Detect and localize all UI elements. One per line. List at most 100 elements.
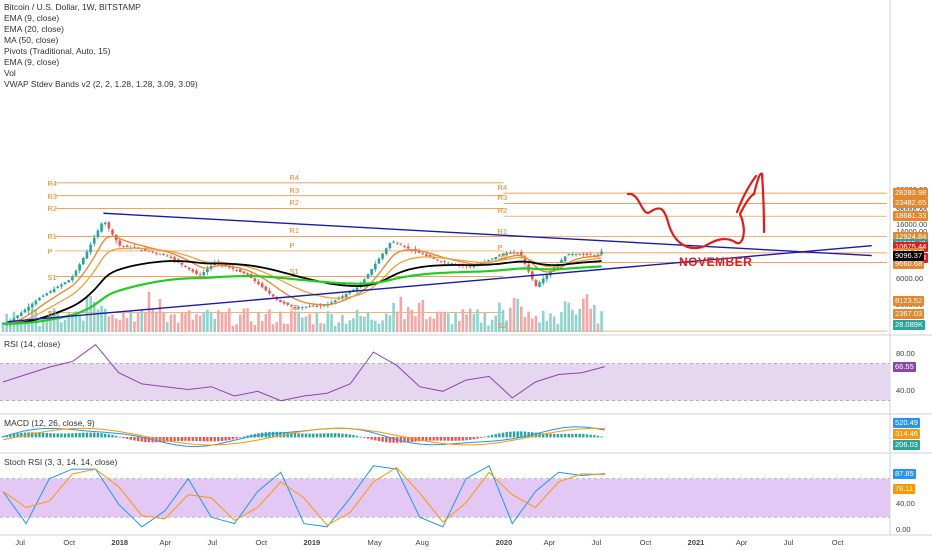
volume-bar xyxy=(468,308,472,332)
macd-histogram-bar xyxy=(498,433,501,438)
candle-body xyxy=(520,251,523,257)
macd-pane-label[interactable]: MACD (12, 26, close, 9) xyxy=(4,418,95,428)
macd-value-tag: 206.03 xyxy=(893,440,920,450)
volume-bar xyxy=(333,325,337,332)
rsi-tick: 40.00 xyxy=(896,386,915,396)
macd-histogram-bar xyxy=(512,431,516,438)
volume-bar xyxy=(180,311,184,332)
candle-body xyxy=(585,253,589,255)
volume-bar xyxy=(198,315,202,332)
volume-bar xyxy=(275,322,279,332)
candle-body xyxy=(516,252,519,254)
candle-body xyxy=(494,257,498,259)
volume-bar xyxy=(545,320,549,332)
time-tick: Oct xyxy=(63,538,76,547)
pivot-label-mid: R1 xyxy=(289,226,300,236)
candle-body xyxy=(52,288,56,293)
macd-histogram-bar xyxy=(542,433,545,438)
time-tick: Apr xyxy=(159,538,172,547)
volume-bar xyxy=(202,312,206,332)
candle-body xyxy=(333,300,337,303)
candle-body xyxy=(30,303,34,308)
volume-bar xyxy=(144,312,147,332)
volume-bar xyxy=(319,323,322,332)
legend-volume[interactable]: Vol xyxy=(4,68,16,78)
macd-histogram-bar xyxy=(63,433,67,438)
macd-histogram-bar xyxy=(286,432,289,438)
volume-bar xyxy=(122,311,125,332)
macd-histogram-bar xyxy=(410,437,413,442)
hand-drawn-projection xyxy=(626,172,766,250)
pivot-label-current: P xyxy=(497,242,503,252)
volume-bar xyxy=(530,318,534,332)
trendline-ascending xyxy=(7,244,872,323)
candle-body xyxy=(439,261,443,263)
volume-bar xyxy=(103,308,107,332)
candle-body xyxy=(41,295,45,297)
macd-histogram-bar xyxy=(45,432,48,438)
candle-body xyxy=(593,255,596,257)
candle-body xyxy=(78,264,81,271)
macd-histogram-bar xyxy=(242,436,246,438)
candle-body xyxy=(304,306,308,308)
candle-body xyxy=(381,253,384,259)
stoch-pane-label[interactable]: Stoch RSI (3, 3, 14, 14, close) xyxy=(4,457,118,467)
macd-histogram-bar xyxy=(552,433,556,438)
macd-histogram-bar xyxy=(60,433,63,438)
legend-vwap-bands[interactable]: VWAP Stdev Bands v2 (2, 2, 1.28, 1.28, 3… xyxy=(4,79,198,89)
macd-histogram-bar xyxy=(439,437,443,441)
pivot-label-mid: R4 xyxy=(289,172,300,182)
volume-bar xyxy=(96,309,100,332)
candle-body xyxy=(191,269,195,272)
legend-ma50[interactable]: MA (50, close) xyxy=(4,35,59,45)
volume-bar xyxy=(56,312,60,332)
volume-bar xyxy=(574,314,578,332)
macd-histogram-bar xyxy=(501,432,505,438)
pivot-label-current: R3 xyxy=(497,193,508,203)
stoch-band xyxy=(0,478,890,518)
volume-bar xyxy=(465,314,468,332)
volume-bar xyxy=(381,320,384,332)
candle-body xyxy=(596,254,600,256)
macd-histogram-bar xyxy=(96,432,100,438)
candle-body xyxy=(341,296,344,299)
macd-histogram-bar xyxy=(166,437,169,442)
volume-bar xyxy=(23,321,27,332)
macd-histogram-bar xyxy=(129,437,132,440)
volume-bar xyxy=(439,312,443,332)
candle-body xyxy=(282,301,286,304)
volume-bar xyxy=(100,305,103,332)
candle-body xyxy=(509,253,512,254)
candle-body xyxy=(165,255,169,257)
legend-ema20[interactable]: EMA (20, close) xyxy=(4,24,64,34)
volume-bar xyxy=(322,323,326,332)
candle-body xyxy=(125,245,129,247)
volume-bar xyxy=(125,317,129,332)
volume-bar xyxy=(217,310,220,332)
pivot-label-mid: P xyxy=(289,240,295,250)
candle-body xyxy=(38,297,41,301)
volume-bar xyxy=(384,313,388,332)
macd-histogram-bar xyxy=(114,435,118,438)
macd-histogram-bar xyxy=(224,437,227,441)
volume-bar xyxy=(19,319,23,332)
time-tick: Jul xyxy=(207,538,218,547)
legend-ema9-second[interactable]: EMA (9, close) xyxy=(4,57,60,67)
macd-histogram-bar xyxy=(217,437,220,442)
volume-bar xyxy=(421,299,425,332)
legend-ema9[interactable]: EMA (9, close) xyxy=(4,13,60,23)
volume-bar xyxy=(238,314,242,332)
legend-symbol-title: Bitcoin / U.S. Dollar, 1W, BITSTAMP xyxy=(4,2,141,12)
legend-pivots[interactable]: Pivots (Traditional, Auto, 15) xyxy=(4,46,111,56)
candle-body xyxy=(538,282,541,287)
pivot-label-prev: R4 xyxy=(47,178,57,188)
volume-bar xyxy=(392,303,395,332)
macd-histogram-bar xyxy=(173,437,176,442)
volume-bar xyxy=(242,308,246,332)
rsi-pane-label[interactable]: RSI (14, close) xyxy=(4,339,61,349)
time-tick: Jul xyxy=(15,538,25,547)
macd-histogram-bar xyxy=(293,432,297,438)
pivot-label-current: R4 xyxy=(497,183,508,193)
volume-bar xyxy=(129,310,133,332)
